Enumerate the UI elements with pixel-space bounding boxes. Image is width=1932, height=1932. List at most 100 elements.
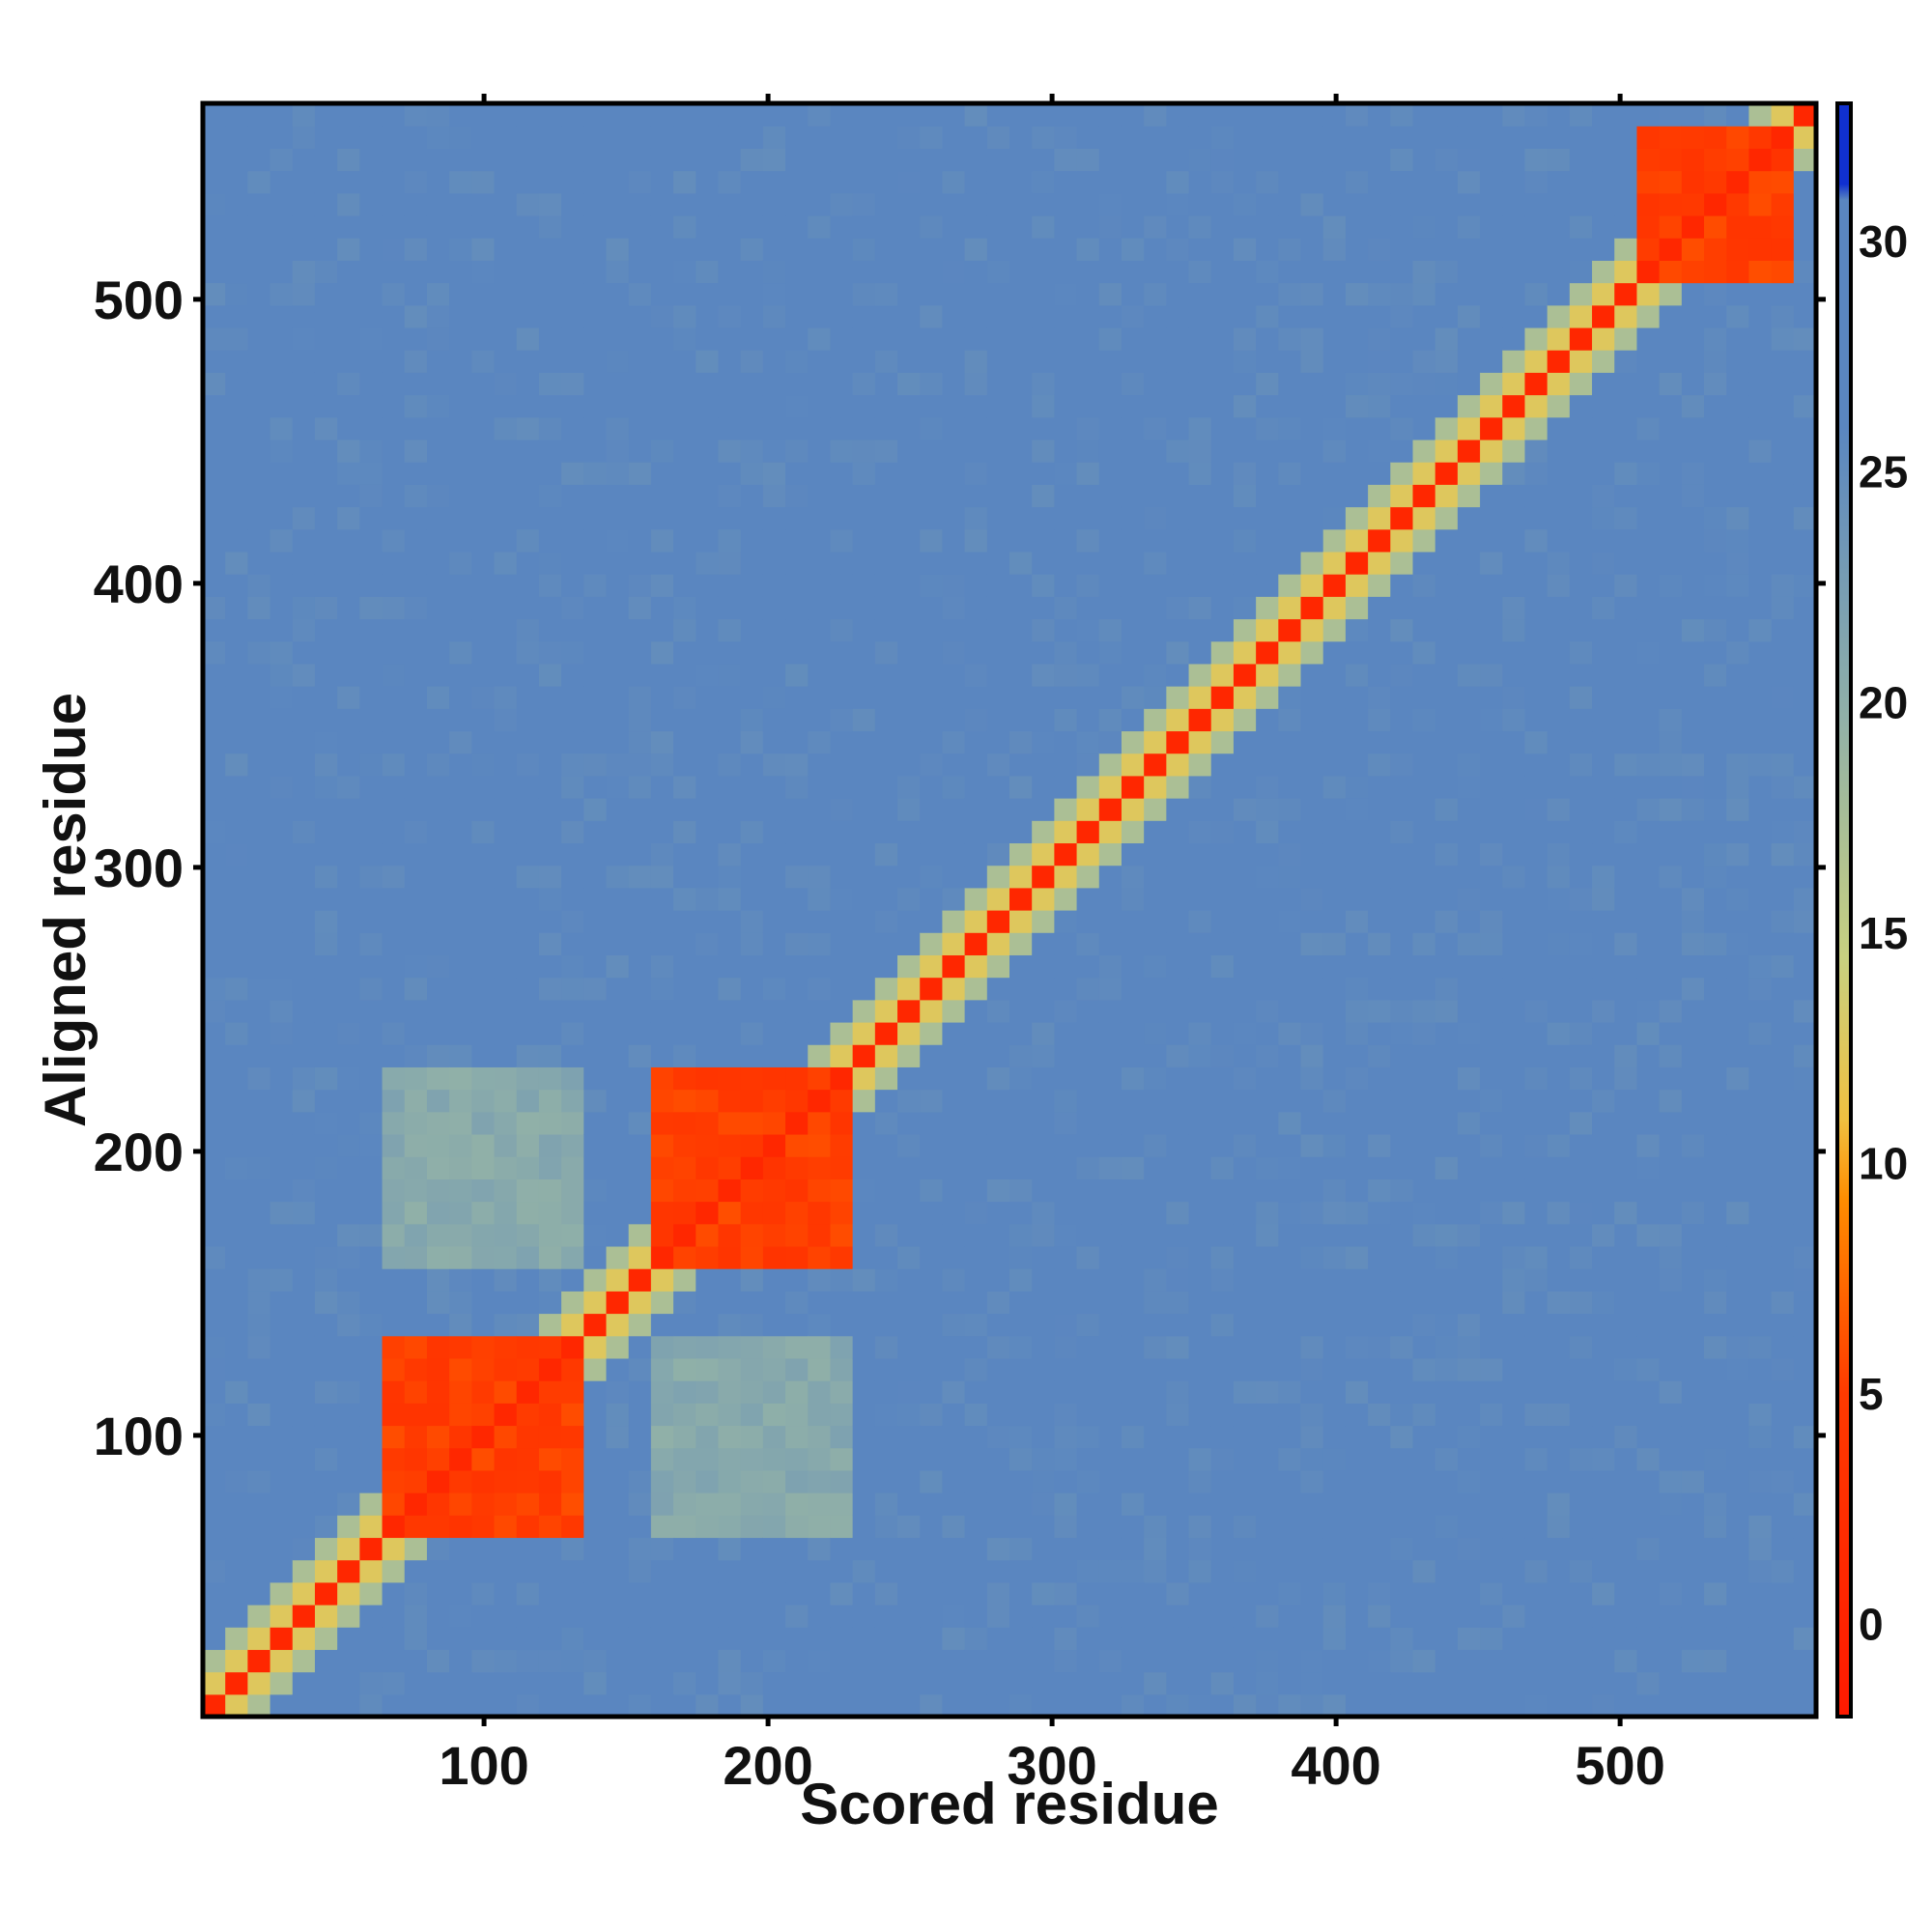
heatmap-cell: [852, 1268, 876, 1292]
heatmap-cell: [561, 103, 584, 127]
heatmap-cell: [1233, 999, 1257, 1023]
heatmap-cell: [1076, 887, 1100, 911]
heatmap-cell: [1009, 439, 1033, 463]
heatmap-cell: [1480, 932, 1503, 955]
heatmap-cell: [1592, 730, 1615, 754]
heatmap-cell: [449, 1268, 472, 1292]
heatmap-cell: [1121, 103, 1145, 127]
heatmap-cell: [538, 1469, 562, 1493]
heatmap-cell: [1457, 1111, 1481, 1135]
heatmap-cell: [897, 910, 921, 933]
heatmap-cell: [1592, 820, 1615, 844]
heatmap-cell: [964, 1313, 988, 1337]
heatmap-cell: [1390, 708, 1414, 732]
heatmap-cell: [1210, 192, 1235, 216]
heatmap-cell: [1009, 170, 1033, 194]
heatmap-cell: [920, 1021, 944, 1045]
heatmap-cell: [628, 126, 652, 149]
heatmap-cell: [1726, 910, 1750, 933]
heatmap-cell: [382, 618, 406, 642]
heatmap-cell: [247, 1021, 271, 1045]
heatmap-cell: [1368, 820, 1391, 844]
heatmap-cell: [718, 1111, 742, 1135]
heatmap-cell: [1524, 663, 1548, 687]
heatmap-cell: [1256, 416, 1279, 440]
heatmap-cell: [1076, 238, 1100, 261]
heatmap-cell: [1345, 1044, 1369, 1067]
heatmap-cell: [471, 1447, 496, 1471]
heatmap-cell: [382, 1447, 406, 1471]
heatmap-cell: [1345, 170, 1369, 194]
heatmap-cell: [1256, 1693, 1279, 1717]
heatmap-cell: [1233, 170, 1257, 194]
heatmap-cell: [1502, 1581, 1526, 1605]
heatmap-cell: [1412, 663, 1436, 687]
heatmap-cell: [718, 686, 742, 709]
heatmap-cell: [1726, 394, 1750, 418]
heatmap-cell: [897, 1671, 921, 1695]
heatmap-cell: [897, 416, 921, 440]
heatmap-cell: [314, 842, 338, 867]
heatmap-cell: [1614, 1605, 1638, 1628]
heatmap-cell: [471, 1223, 496, 1247]
heatmap-cell: [1345, 1537, 1369, 1561]
heatmap-cell: [897, 1357, 921, 1381]
heatmap-cell: [762, 327, 786, 351]
heatmap-cell: [1210, 484, 1235, 508]
heatmap-cell: [1076, 910, 1100, 933]
heatmap-cell: [516, 1089, 540, 1113]
heatmap-cell: [1569, 214, 1593, 239]
heatmap-cell: [718, 1581, 742, 1605]
heatmap-cell: [830, 1335, 854, 1359]
heatmap-cell: [606, 1605, 630, 1628]
heatmap-cell: [718, 1179, 742, 1203]
heatmap-cell: [1188, 439, 1212, 463]
heatmap-cell: [1592, 1066, 1615, 1091]
heatmap-cell: [1144, 1156, 1167, 1179]
heatmap-cell: [247, 1515, 271, 1539]
heatmap-cell: [337, 1581, 360, 1605]
heatmap-cell: [830, 1291, 854, 1315]
heatmap-cell: [247, 686, 271, 709]
heatmap-cell: [561, 1044, 584, 1067]
heatmap-cell: [1480, 1021, 1503, 1045]
heatmap-cell: [1390, 462, 1414, 485]
heatmap-cell: [1076, 1537, 1100, 1561]
heatmap-cell: [1704, 1089, 1727, 1113]
heatmap-cell: [404, 1179, 428, 1203]
heatmap-cell: [1368, 1581, 1391, 1605]
heatmap-cell: [1210, 932, 1235, 955]
heatmap-cell: [426, 1693, 450, 1717]
heatmap-cell: [1233, 753, 1257, 777]
heatmap-cell: [225, 1245, 248, 1269]
heatmap-cell: [1636, 1268, 1661, 1292]
heatmap-cell: [1726, 618, 1750, 642]
heatmap-cell: [337, 439, 360, 463]
heatmap-cell: [1726, 1044, 1750, 1067]
heatmap-cell: [1256, 1492, 1279, 1516]
heatmap-cell: [673, 416, 696, 440]
heatmap-cell: [874, 1335, 898, 1359]
heatmap-cell: [583, 618, 608, 642]
heatmap-cell: [359, 260, 384, 284]
heatmap-cell: [606, 1380, 630, 1404]
heatmap-cell: [1256, 372, 1279, 396]
heatmap-cell: [1390, 214, 1414, 239]
heatmap-cell: [1144, 416, 1167, 440]
heatmap-cell: [494, 865, 518, 889]
heatmap-cell: [696, 1693, 720, 1717]
heatmap-cell: [897, 730, 921, 754]
heatmap-cell: [359, 686, 384, 709]
heatmap-cell: [471, 260, 496, 284]
heatmap-cell: [1121, 327, 1145, 351]
heatmap-cell: [404, 798, 428, 821]
heatmap-cell: [449, 192, 472, 216]
heatmap-cell: [1592, 126, 1615, 149]
heatmap-cell: [718, 238, 742, 261]
heatmap-cell: [740, 842, 764, 867]
heatmap-cell: [1435, 1268, 1459, 1292]
heatmap-cell: [1188, 820, 1212, 844]
heatmap-cell: [1278, 1156, 1302, 1179]
heatmap-cell: [1054, 282, 1078, 306]
heatmap-cell: [1502, 126, 1526, 149]
